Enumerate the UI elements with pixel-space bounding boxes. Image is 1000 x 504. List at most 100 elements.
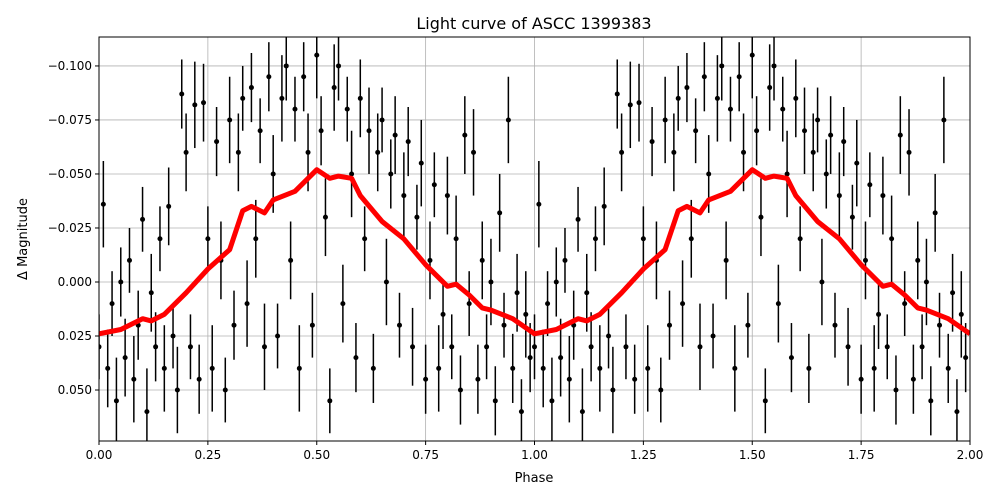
data-point: [462, 132, 468, 138]
data-point: [457, 387, 463, 393]
data-point: [466, 301, 472, 307]
y-tick-label: 0.025: [58, 329, 92, 343]
data-point: [876, 311, 882, 317]
data-point: [527, 355, 533, 361]
y-tick-label: −0.075: [48, 113, 92, 127]
data-point: [588, 344, 594, 350]
data-point: [283, 63, 289, 69]
data-point: [331, 85, 337, 91]
data-point: [545, 301, 551, 307]
data-point: [105, 365, 111, 371]
ticks: 0.00 0.25 0.50 0.75 1.00 1.25 1.50 1.75 2.00 −0.1…: [48, 59, 984, 462]
data-point: [196, 376, 202, 382]
data-point: [187, 344, 193, 350]
data-point: [667, 322, 673, 328]
data-point: [479, 257, 485, 263]
data-point: [889, 236, 895, 242]
data-point: [762, 398, 768, 404]
x-tick-label: 0.75: [412, 448, 439, 462]
chart-title: Light curve of ASCC 1399383: [416, 14, 651, 33]
data-point: [344, 106, 350, 112]
data-point: [214, 139, 220, 145]
data-point: [797, 236, 803, 242]
data-point: [606, 333, 612, 339]
data-point: [505, 117, 511, 123]
data-point: [423, 376, 429, 382]
data-point: [819, 279, 825, 285]
data-point: [649, 139, 655, 145]
data-point: [627, 102, 633, 108]
data-point: [353, 355, 359, 361]
data-point: [714, 95, 720, 101]
data-point: [375, 149, 381, 155]
data-point: [902, 301, 908, 307]
data-point: [793, 95, 799, 101]
y-tick-label: −0.050: [48, 167, 92, 181]
data-point: [357, 95, 363, 101]
data-point: [532, 344, 537, 350]
data-point: [336, 63, 342, 69]
data-point: [915, 257, 921, 263]
y-tick-label: 0.000: [58, 275, 92, 289]
data-point: [950, 290, 956, 296]
data-point: [858, 376, 864, 382]
data-point: [536, 201, 542, 207]
data-point: [318, 128, 324, 134]
data-point: [640, 236, 646, 242]
data-point: [553, 279, 559, 285]
data-point: [349, 171, 355, 177]
data-point: [392, 132, 398, 138]
data-point: [788, 355, 794, 361]
data-layer: [99, 37, 970, 441]
data-point: [510, 365, 516, 371]
data-point: [810, 149, 816, 155]
data-point: [514, 290, 520, 296]
data-point: [523, 311, 529, 317]
data-point: [257, 128, 263, 134]
data-point: [719, 63, 725, 69]
data-point: [802, 128, 808, 134]
data-point: [958, 311, 964, 317]
data-point: [288, 257, 294, 263]
data-point: [157, 236, 163, 242]
x-tick-label: 0.00: [86, 448, 113, 462]
data-point: [209, 365, 215, 371]
data-point: [126, 257, 132, 263]
data-point: [279, 95, 285, 101]
data-point: [566, 376, 572, 382]
data-point: [270, 171, 276, 177]
data-point: [854, 160, 860, 166]
data-point: [170, 333, 176, 339]
data-point: [579, 409, 585, 415]
x-axis-label: Phase: [515, 471, 554, 486]
data-point: [880, 193, 886, 199]
data-point: [675, 95, 681, 101]
data-point: [471, 149, 477, 155]
data-point: [453, 236, 459, 242]
data-point: [562, 257, 568, 263]
y-tick-label: 0.050: [58, 383, 92, 397]
data-point: [231, 322, 237, 328]
data-point: [410, 344, 416, 350]
data-point: [99, 344, 102, 350]
data-point: [823, 171, 829, 177]
data-point: [954, 409, 960, 415]
data-point: [388, 171, 394, 177]
data-point: [684, 85, 690, 91]
data-point: [614, 91, 620, 97]
data-point: [923, 279, 929, 285]
data-point: [292, 106, 298, 112]
data-point: [749, 52, 755, 58]
data-point: [836, 193, 842, 199]
data-point: [248, 85, 254, 91]
data-point: [244, 301, 250, 307]
data-point: [227, 117, 233, 123]
data-point: [161, 365, 167, 371]
data-point: [741, 149, 747, 155]
x-tick-label: 1.50: [739, 448, 766, 462]
data-point: [919, 344, 925, 350]
data-point: [192, 102, 198, 108]
data-point: [100, 201, 106, 207]
data-point: [370, 365, 376, 371]
